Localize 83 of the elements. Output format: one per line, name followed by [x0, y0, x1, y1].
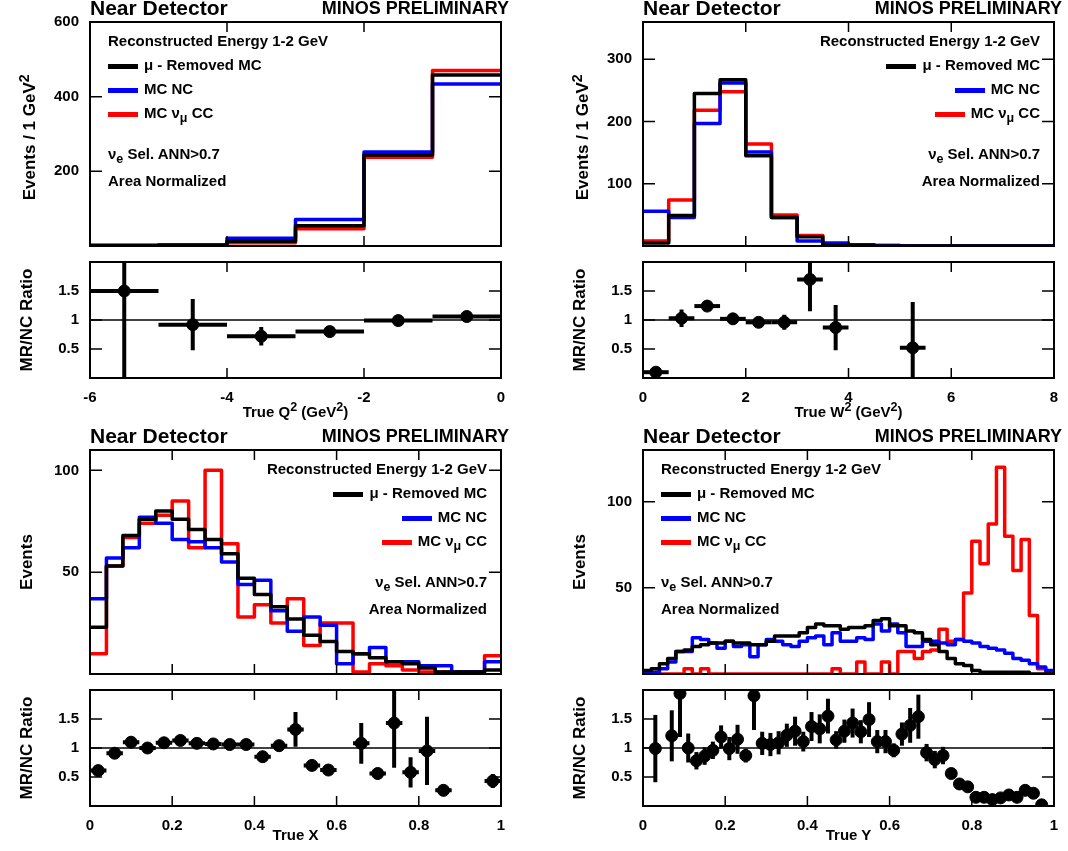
legend-label: MC NC [436, 507, 487, 527]
chart-title: Near Detector [90, 424, 228, 448]
chart-subtitle: MINOS PRELIMINARY [874, 0, 1062, 19]
legend-label: MC ν$_{μ}$ CC [696, 531, 768, 555]
x-axis-title: True X [272, 826, 319, 843]
y-tick-label: 0.5 [58, 767, 79, 785]
x-tick-label: 6 [947, 388, 956, 406]
y-tick-label: 1 [623, 738, 632, 756]
x-axis-title: True Y [825, 826, 872, 843]
annotation: ν$_{e}$ Sel. ANN>0.7 [661, 572, 774, 596]
y-tick-label: 100 [606, 173, 632, 191]
x-tick-label: 0.8 [961, 816, 983, 834]
y-tick-label: 200 [606, 111, 632, 129]
chart-subtitle: MINOS PRELIMINARY [321, 0, 509, 19]
x-tick-label: -2 [357, 388, 371, 406]
annotation: Area Normalized [661, 599, 781, 619]
legend-label: MC NC [143, 79, 195, 99]
x-tick-label: 0.6 [326, 816, 348, 834]
y-tick-label: 0.5 [611, 767, 632, 785]
y-tick-label: 1.5 [611, 709, 632, 727]
chart-subtitle: MINOS PRELIMINARY [874, 426, 1062, 447]
legend-label: MC ν$_{μ}$ CC [969, 103, 1040, 127]
x-tick-label: 0.8 [408, 816, 430, 834]
annotation: ν$_{e}$ Sel. ANN>0.7 [374, 572, 487, 596]
x-tick-label: 0 [85, 816, 95, 834]
x-tick-label: 8 [1049, 388, 1059, 406]
y-tick-label: 1.5 [58, 281, 79, 299]
y-tick-label: 300 [606, 49, 632, 67]
x-tick-label: 0.4 [796, 816, 819, 834]
y-axis-title: Events [569, 533, 590, 592]
x-tick-label: 0.2 [714, 816, 736, 834]
x-tick-label: 0 [496, 388, 506, 406]
annotation: ν$_{e}$ Sel. ANN>0.7 [927, 144, 1040, 168]
y-tick-label: 1.5 [58, 709, 79, 727]
legend-label: μ - Removed MC [696, 483, 816, 503]
legend-label: μ - Removed MC [368, 483, 487, 503]
y-tick-label: 400 [53, 86, 79, 104]
y-tick-label: 0.5 [611, 339, 632, 357]
chart-title: Near Detector [643, 424, 781, 448]
y-tick-label: 100 [53, 460, 79, 478]
x-tick-label: 0.2 [161, 816, 183, 834]
y-tick-label: 1 [70, 738, 79, 756]
y-tick-label: 600 [53, 12, 79, 30]
chart-title: Near Detector [90, 0, 228, 20]
annotation: Reconstructed Energy 1-2 GeV [108, 31, 329, 51]
annotation: Reconstructed Energy 1-2 GeV [266, 459, 487, 479]
legend-label: MC ν$_{μ}$ CC [143, 103, 215, 127]
legend-label: μ - Removed MC [143, 55, 263, 75]
y-axis-title: MR/NC Ratio [569, 695, 590, 802]
y-tick-label: 1.5 [611, 281, 632, 299]
annotation: Area Normalized [920, 171, 1040, 191]
y-axis-title: MR/NC Ratio [569, 267, 590, 374]
annotation: ν$_{e}$ Sel. ANN>0.7 [108, 144, 221, 168]
x-tick-label: 1 [1049, 816, 1059, 834]
y-tick-label: 0.5 [58, 339, 79, 357]
chart-title: Near Detector [643, 0, 781, 20]
y-tick-label: 1 [70, 310, 79, 328]
y-axis-title: MR/NC Ratio [16, 267, 37, 374]
y-tick-label: 100 [606, 491, 632, 509]
annotation: Area Normalized [367, 599, 487, 619]
annotation: Area Normalized [108, 171, 228, 191]
legend-label: μ - Removed MC [921, 55, 1040, 75]
x-tick-label: -6 [83, 388, 97, 406]
legend-label: MC NC [696, 507, 748, 527]
annotation: Reconstructed Energy 1-2 GeV [661, 459, 882, 479]
legend-label: MC NC [989, 79, 1040, 99]
x-tick-label: 2 [741, 388, 750, 406]
annotation: Reconstructed Energy 1-2 GeV [819, 31, 1040, 51]
y-axis-title: Events [16, 533, 37, 592]
x-tick-label: 0 [638, 816, 648, 834]
x-tick-label: 0.4 [243, 816, 266, 834]
x-axis-title: True Q$^{2}$ (GeV$^{2}$) [242, 400, 349, 420]
x-tick-label: 1 [496, 816, 506, 834]
x-tick-label: 0.6 [879, 816, 901, 834]
x-tick-label: 0 [638, 388, 648, 406]
y-tick-label: 50 [615, 577, 632, 595]
y-tick-label: 200 [53, 161, 79, 179]
legend-label: MC ν$_{μ}$ CC [416, 531, 487, 555]
x-tick-label: -4 [220, 388, 235, 406]
y-tick-label: 1 [623, 310, 632, 328]
y-tick-label: 50 [62, 562, 79, 580]
y-axis-title: MR/NC Ratio [16, 695, 37, 802]
chart-subtitle: MINOS PRELIMINARY [321, 426, 509, 447]
